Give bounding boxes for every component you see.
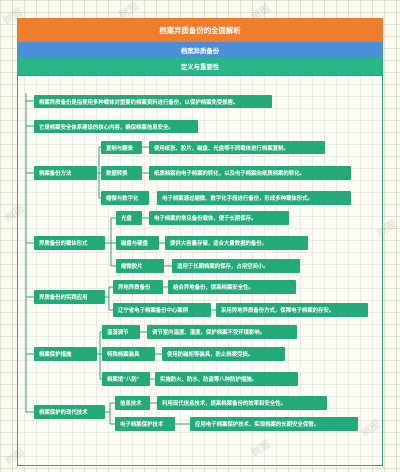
intro-node-2[interactable]: 它是档案安全体系建设的核心内容，确保档案信息安全。 xyxy=(34,120,198,133)
g3-item-2-detail[interactable]: 采用异地异质备份方式，保障电子档案的存安。 xyxy=(216,303,368,317)
mindmap-title: 档案异质备份的全面解析 xyxy=(17,18,383,42)
g3-item-2[interactable]: 辽宁省电子档案备份中心案例 xyxy=(113,303,211,317)
g4-item-2-detail[interactable]: 使用防磁柜等装具，防止档案受损。 xyxy=(162,347,285,361)
link-g4-branch xyxy=(97,331,102,380)
g5-item-1[interactable]: 信息技术 xyxy=(115,396,150,410)
g1-item-2[interactable]: 数据转换 xyxy=(101,166,142,180)
g1-item-3[interactable]: 缩微与数字化 xyxy=(101,191,149,205)
g4-item-3-detail[interactable]: 实施防火、防水、防盗等八种防护措施。 xyxy=(155,372,298,386)
link-g2-branch xyxy=(105,217,116,267)
group-node-2[interactable]: 异质备份的载体形式 xyxy=(34,236,105,250)
g2-item-3-detail[interactable]: 适用于长期档案的保存，占用空间小。 xyxy=(172,259,300,273)
g2-item-2[interactable]: 磁盘与硬盘 xyxy=(116,236,159,250)
g1-item-2-detail[interactable]: 纸质档案向电子档案的转化，以及电子档案向纸质档案的转化。 xyxy=(149,166,351,180)
link-g3-details xyxy=(163,286,216,311)
g4-item-1[interactable]: 温湿调节 xyxy=(102,325,140,339)
g5-item-1-detail[interactable]: 利用现代信息技术，提高档案备份的效率和安全性。 xyxy=(157,396,327,410)
intro-node-1[interactable]: 档案异质备份是指使用多种载体对重要的档案资料进行备份，以保护档案免受损害。 xyxy=(34,95,272,108)
root-topic[interactable]: 档案异质备份 xyxy=(17,42,383,58)
g1-item-1-detail[interactable]: 使用纸张、胶片、磁盘、光盘等不同载体进行档案复制。 xyxy=(149,141,325,154)
link-g2-details xyxy=(142,217,172,267)
link-g5-branch xyxy=(105,402,115,425)
g4-item-2[interactable]: 特殊档案装具 xyxy=(102,347,155,361)
link-intro-2 xyxy=(25,101,34,127)
link-g3-branch xyxy=(105,286,113,311)
group-node-3[interactable]: 异质备份的实践应用 xyxy=(34,290,105,304)
link-group-5 xyxy=(25,354,34,413)
g5-item-2[interactable]: 电子档案保护技术 xyxy=(115,417,175,431)
group-node-5[interactable]: 档案保护的现代技术 xyxy=(34,405,105,419)
link-group-4 xyxy=(25,297,34,355)
link-g4-details xyxy=(140,331,162,380)
link-intro-1 xyxy=(25,93,34,102)
g2-item-3[interactable]: 缩微胶片 xyxy=(116,259,164,273)
g2-item-1-detail[interactable]: 电子档案的常见备份载体，便于长期保存。 xyxy=(149,211,289,225)
g2-item-2-detail[interactable]: 提供大容量存储，适合大量数据的备份。 xyxy=(165,236,308,250)
g4-item-3[interactable]: 档案馆"八防" xyxy=(102,372,150,386)
link-g1-branch xyxy=(97,146,101,199)
link-group-3 xyxy=(25,243,34,298)
g4-item-1-detail[interactable]: 调节室内温度、湿度，保护档案不受环境影响。 xyxy=(147,325,297,339)
section-topic[interactable]: 定义与重要性 xyxy=(17,58,383,75)
g3-item-1[interactable]: 异地异质备份 xyxy=(113,280,163,294)
g1-item-1[interactable]: 复制与翻录 xyxy=(101,141,142,154)
link-group-1 xyxy=(25,126,34,174)
link-g5-details xyxy=(150,402,190,425)
g1-item-3-detail[interactable]: 电子档案通过缩微、数字化手段进行备份，形成多种载体形式。 xyxy=(157,191,351,205)
g5-item-2-detail[interactable]: 应用电子档案保护技术，实现档案的长期安全保管。 xyxy=(190,417,358,431)
g2-item-1[interactable]: 光盘 xyxy=(116,211,142,225)
link-group-2 xyxy=(25,173,34,244)
group-node-1[interactable]: 档案备份方法 xyxy=(34,166,97,180)
group-node-4[interactable]: 档案保护措施 xyxy=(34,347,97,361)
g3-item-1-detail[interactable]: 结合异地备份，提高档案安全性。 xyxy=(168,280,296,294)
